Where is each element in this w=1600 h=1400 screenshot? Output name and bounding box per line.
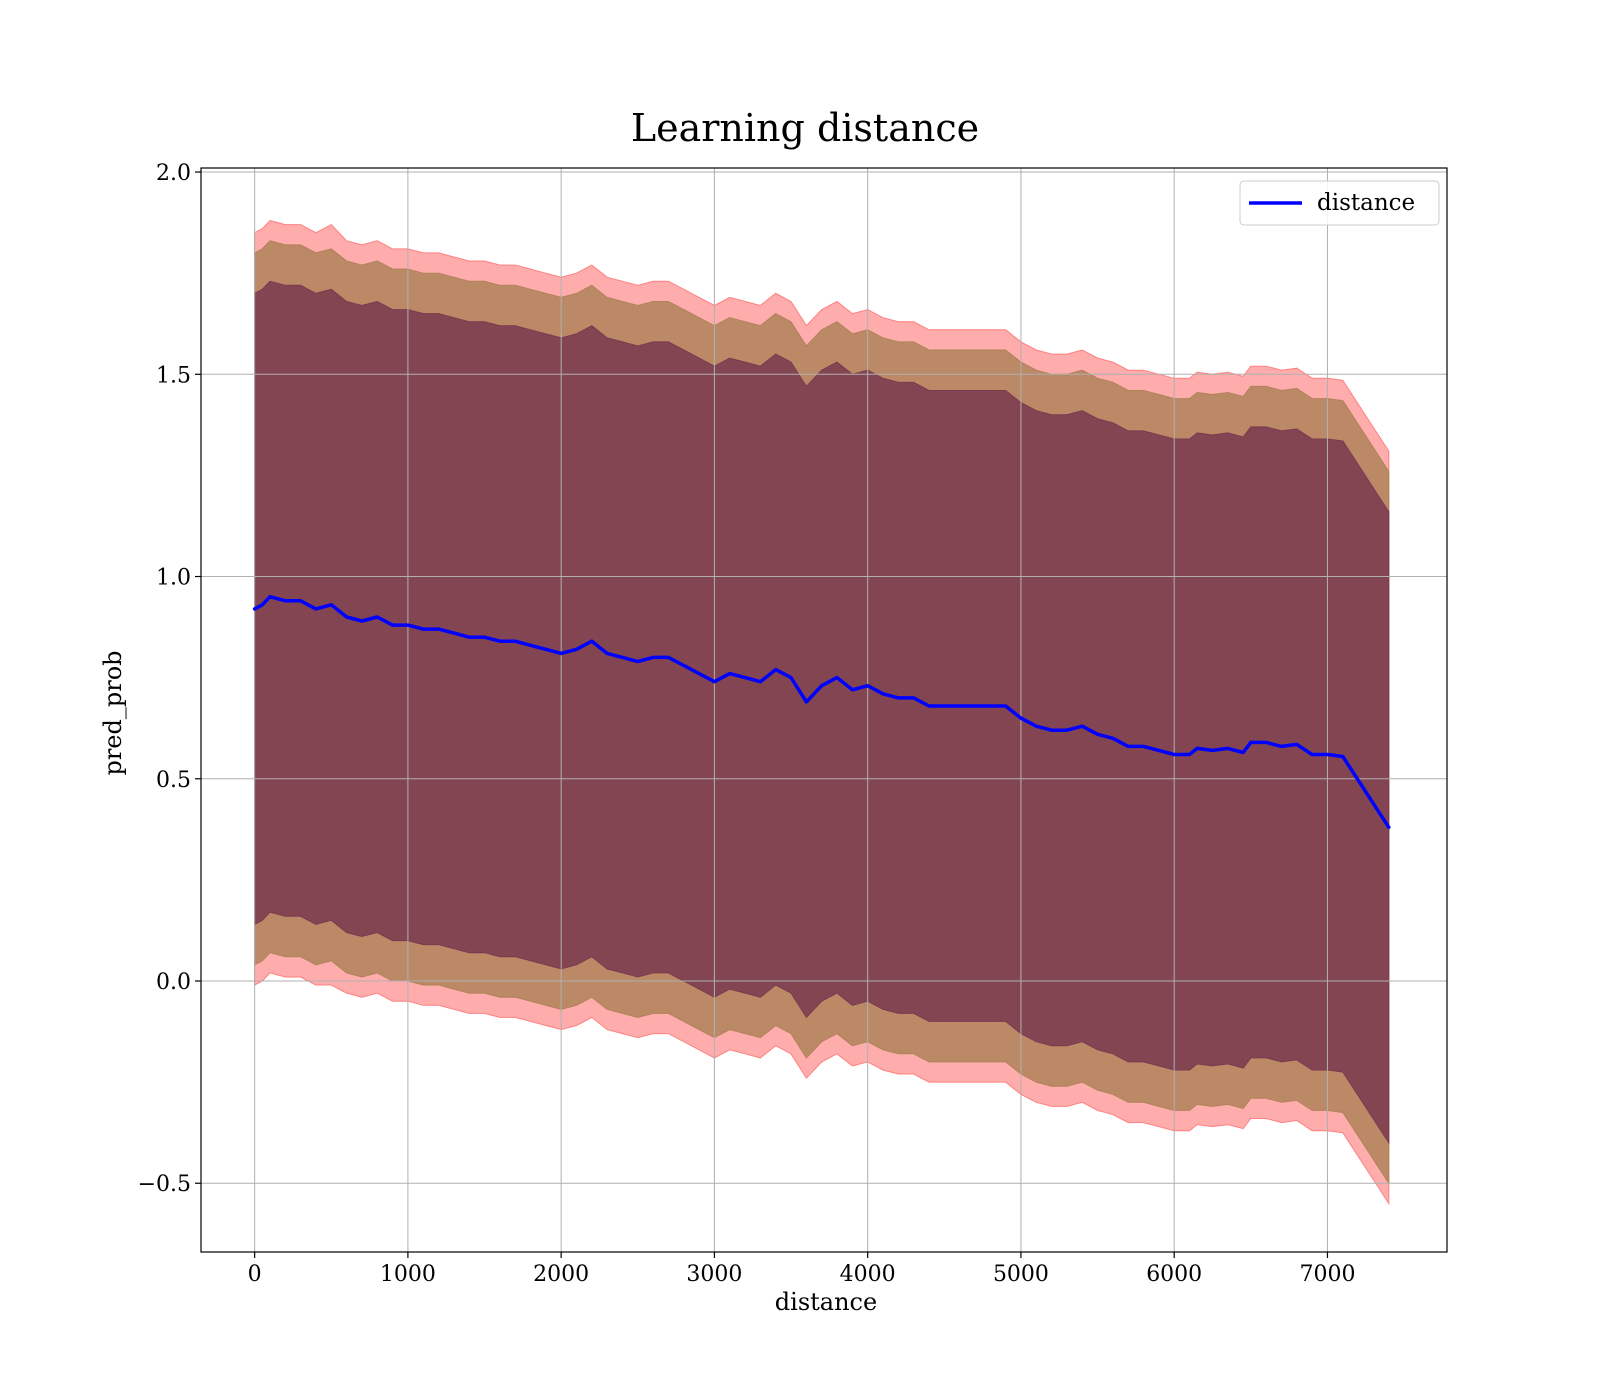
y-tick-label-3: 0.5 bbox=[156, 768, 191, 793]
x-tick-label-6: 6000 bbox=[1146, 1262, 1202, 1287]
legend-label-distance: distance bbox=[1317, 190, 1415, 216]
x-tick-label-3: 3000 bbox=[686, 1262, 742, 1287]
y-axis-label: pred_prob bbox=[99, 650, 127, 775]
x-tick-label-1: 1000 bbox=[380, 1262, 436, 1287]
x-tick-label-0: 0 bbox=[248, 1262, 262, 1287]
y-tick-label-5: −0.5 bbox=[138, 1172, 191, 1197]
y-tick-label-2: 1.0 bbox=[156, 566, 191, 591]
grid bbox=[201, 168, 1447, 1252]
chart-title: Learning distance bbox=[631, 106, 979, 150]
x-tick-label-4: 4000 bbox=[840, 1262, 896, 1287]
y-tick-label-4: 0.0 bbox=[156, 970, 191, 995]
series-line-distance bbox=[252, 594, 1391, 830]
confidence-bands bbox=[254, 220, 1390, 1206]
legend-box bbox=[1239, 180, 1440, 226]
series-lines bbox=[252, 594, 1391, 830]
x-tick-label-7: 7000 bbox=[1299, 1262, 1355, 1287]
y-tick-label-1: 1.5 bbox=[156, 363, 191, 388]
x-tick-label-2: 2000 bbox=[533, 1262, 589, 1287]
x-axis-label: distance bbox=[775, 1288, 877, 1316]
y-tick-label-0: 2.0 bbox=[156, 161, 191, 186]
x-tick-label-5: 5000 bbox=[993, 1262, 1049, 1287]
confidence-band-2 bbox=[254, 280, 1390, 1145]
axis-ticks: 0 1000 2000 3000 4000 5000 6000 7000 2.0 1.5 1.0 0.… bbox=[138, 161, 1356, 1287]
legend: distance bbox=[1239, 180, 1440, 226]
plot-frame bbox=[200, 167, 1448, 1253]
